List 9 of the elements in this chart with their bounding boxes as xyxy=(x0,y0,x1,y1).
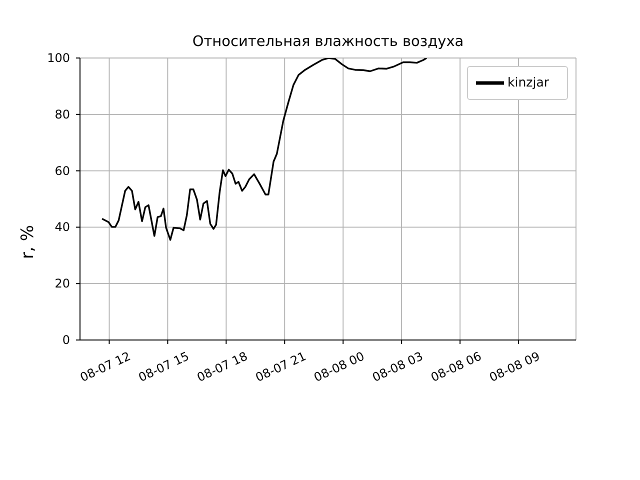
y-tick-label: 20 xyxy=(54,276,70,291)
y-tick-label: 60 xyxy=(54,164,70,178)
y-tick-label: 100 xyxy=(47,51,70,65)
y-tick-label: 0 xyxy=(62,333,70,347)
y-tick-label: 40 xyxy=(54,220,70,234)
y-axis-title: r, % xyxy=(18,225,38,259)
chart-title: Относительная влажность воздуха xyxy=(191,34,465,50)
legend-label: kinzjar xyxy=(508,74,549,90)
y-tick-label: 80 xyxy=(54,107,70,122)
